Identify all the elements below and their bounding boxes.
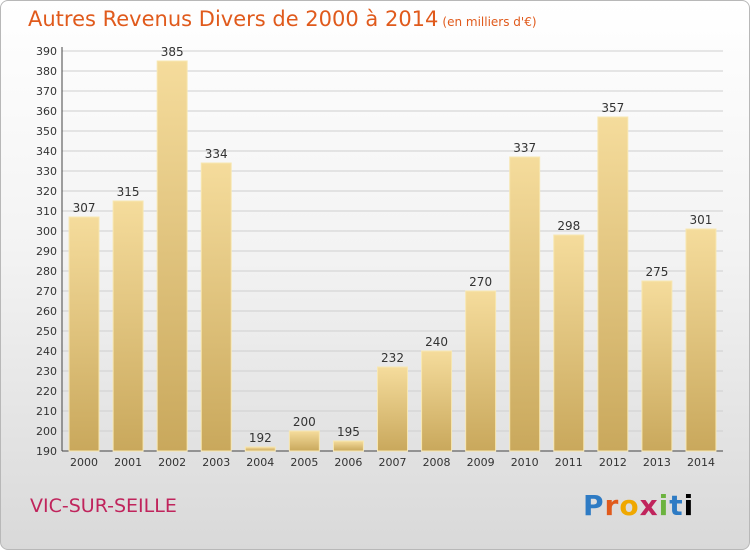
y-tick-label: 320 (36, 185, 57, 198)
chart-title-text: Autres Revenus Divers de 2000 à 2014 (28, 7, 439, 31)
logo-letter: o (619, 489, 640, 522)
y-tick-label: 220 (36, 385, 57, 398)
y-tick-label: 250 (36, 325, 57, 338)
y-tick-label: 190 (36, 445, 57, 458)
y-tick-label: 230 (36, 365, 57, 378)
y-tick-label: 380 (36, 65, 57, 78)
y-tick-label: 350 (36, 125, 57, 138)
y-tick-label: 270 (36, 285, 57, 298)
x-tick-label: 2002 (158, 456, 186, 469)
y-tick-label: 240 (36, 345, 57, 358)
y-tick-label: 300 (36, 225, 57, 238)
bar (68, 216, 100, 452)
bar (377, 366, 408, 452)
bar-value-label: 240 (425, 335, 448, 349)
x-tick-label: 2009 (467, 456, 495, 469)
bar-value-label: 232 (381, 351, 404, 365)
x-tick-label: 2008 (423, 456, 451, 469)
bar-value-label: 301 (690, 213, 713, 227)
bar-value-label: 357 (601, 101, 624, 115)
bar (112, 200, 144, 452)
bar (685, 228, 717, 452)
x-tick-label: 2005 (290, 456, 318, 469)
x-tick-label: 2000 (70, 456, 98, 469)
logo-letter: i (658, 489, 670, 522)
labels: 190 200 210 220 230 240 250 260 270 280 290 300 310 3… (36, 45, 715, 469)
y-tick-label: 210 (36, 405, 57, 418)
bar-value-label: 200 (293, 415, 316, 429)
x-tick-label: 2007 (379, 456, 407, 469)
bar (200, 162, 232, 452)
bar (553, 234, 585, 452)
bar-value-label: 385 (161, 45, 184, 59)
y-tick-label: 260 (36, 305, 57, 318)
y-tick-label: 280 (36, 265, 57, 278)
y-tick-label: 290 (36, 245, 57, 258)
y-tick-label: 390 (36, 45, 57, 58)
bar (597, 116, 629, 452)
x-tick-label: 2012 (599, 456, 627, 469)
bar (244, 446, 276, 452)
logo-letter: x (639, 489, 659, 522)
bars (68, 60, 717, 452)
chart-unit: (en milliers d'€) (442, 15, 537, 29)
bar (332, 440, 364, 452)
x-tick-label: 2011 (555, 456, 583, 469)
bar-value-label: 337 (513, 141, 536, 155)
x-tick-label: 2006 (334, 456, 362, 469)
bar (509, 156, 541, 452)
logo-letter: r (604, 489, 620, 522)
bar-value-label: 315 (117, 185, 140, 199)
x-tick-label: 2010 (511, 456, 539, 469)
bar (288, 430, 320, 452)
y-tick-label: 340 (36, 145, 57, 158)
proxiti-logo: Proxiti (583, 489, 694, 522)
bar-value-label: 334 (205, 147, 228, 161)
bar (641, 280, 673, 452)
y-tick-label: 200 (36, 425, 57, 438)
logo-letter: i (683, 489, 695, 522)
logo-letter: P (583, 489, 605, 522)
y-tick-label: 360 (36, 105, 57, 118)
x-tick-label: 2004 (246, 456, 274, 469)
bar-value-label: 192 (249, 431, 272, 445)
x-tick-label: 2013 (643, 456, 671, 469)
bar (421, 350, 453, 452)
bar-value-label: 307 (73, 201, 96, 215)
bar-value-label: 270 (469, 275, 492, 289)
bar (156, 60, 188, 452)
chart-title: Autres Revenus Divers de 2000 à 2014 (en … (28, 7, 537, 31)
bar-value-label: 298 (557, 219, 580, 233)
y-tick-label: 310 (36, 205, 57, 218)
town-name: VIC-SUR-SEILLE (30, 495, 177, 517)
bar-value-label: 195 (337, 425, 360, 439)
y-tick-label: 370 (36, 85, 57, 98)
y-tick-label: 330 (36, 165, 57, 178)
x-tick-label: 2014 (687, 456, 715, 469)
bar-value-label: 275 (645, 265, 668, 279)
x-tick-label: 2003 (202, 456, 230, 469)
bar (465, 290, 497, 452)
x-tick-label: 2001 (114, 456, 142, 469)
logo-letter: t (669, 489, 684, 522)
